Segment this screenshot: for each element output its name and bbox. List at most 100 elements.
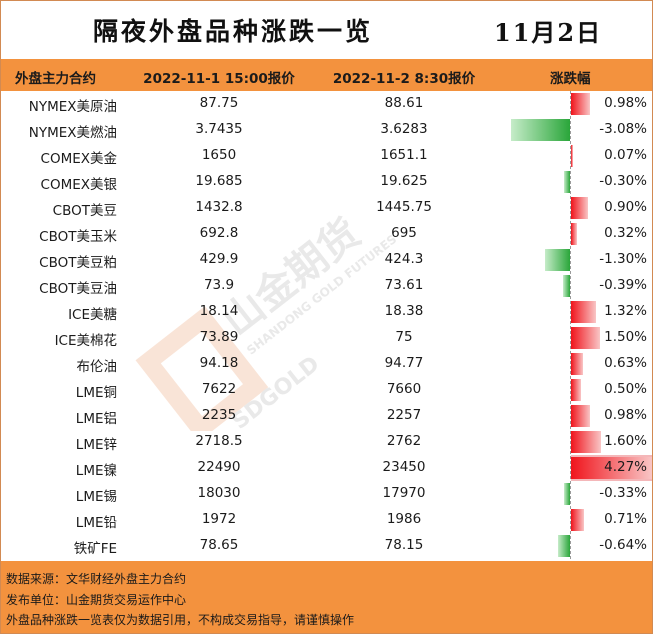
change-zero-axis bbox=[570, 91, 572, 559]
change-bar-up bbox=[571, 197, 589, 219]
contract-name: CBOT美豆油 bbox=[39, 281, 117, 297]
change-percent: -3.08% bbox=[599, 121, 647, 137]
price-after: 1445.75 bbox=[376, 199, 432, 215]
change-bar-up bbox=[571, 327, 600, 349]
change-percent: -0.64% bbox=[599, 537, 647, 553]
contract-name: LME铝 bbox=[75, 411, 117, 427]
change-bar-down bbox=[545, 249, 570, 271]
table-row: LME镍 22490 23450 4.27% bbox=[1, 455, 653, 481]
change-percent: 1.32% bbox=[604, 303, 647, 319]
change-percent: 0.63% bbox=[604, 355, 647, 371]
change-bar-down bbox=[511, 119, 570, 141]
change-bar-up bbox=[571, 353, 583, 375]
change-bar-up bbox=[571, 223, 578, 245]
price-before: 73.9 bbox=[203, 277, 235, 293]
change-percent: 4.27% bbox=[604, 459, 647, 475]
price-after: 88.61 bbox=[384, 95, 424, 111]
contract-name: ICE美糖 bbox=[68, 307, 117, 323]
contract-name: LME镍 bbox=[75, 463, 117, 479]
change-bar-down bbox=[564, 171, 570, 193]
contract-name: CBOT美豆 bbox=[52, 203, 117, 219]
page-title: 隔夜外盘品种涨跌一览 bbox=[93, 17, 374, 46]
price-after: 75 bbox=[395, 329, 413, 345]
change-bar-up bbox=[571, 301, 597, 323]
table-row: CBOT美豆油 73.9 73.61 -0.39% bbox=[1, 273, 652, 299]
column-header-change: 涨跌幅 bbox=[550, 71, 591, 87]
contract-name: LME锡 bbox=[75, 489, 117, 505]
contract-name: 布伦油 bbox=[76, 359, 118, 375]
table-row: LME铝 2235 2257 0.98% bbox=[1, 403, 652, 429]
change-bar-up bbox=[571, 431, 602, 453]
footer-source: 数据来源：文华财经外盘主力合约 bbox=[6, 572, 187, 586]
column-header-price2: 2022-11-2 8:30报价 bbox=[332, 71, 476, 87]
data-table: NYMEX美原油 87.75 88.61 0.98% NYMEX美燃油 3.7435 3.6… bbox=[1, 91, 653, 559]
table-row: CBOT美豆粕 429.9 424.3 -1.30% bbox=[1, 247, 652, 273]
contract-name: LME锌 bbox=[75, 437, 117, 453]
price-after: 19.625 bbox=[380, 173, 428, 189]
price-before: 94.18 bbox=[199, 355, 239, 371]
price-after: 17970 bbox=[382, 485, 426, 501]
table-row: NYMEX美原油 87.75 88.61 0.98% bbox=[1, 91, 652, 117]
column-header-name: 外盘主力合约 bbox=[15, 71, 96, 87]
table-row: ICE美棉花 73.89 75 1.50% bbox=[1, 325, 652, 351]
price-before: 18.14 bbox=[199, 303, 239, 319]
change-percent: -0.30% bbox=[599, 173, 647, 189]
table-row: NYMEX美燃油 3.7435 3.6283 -3.08% bbox=[1, 117, 652, 143]
change-percent: 0.32% bbox=[604, 225, 647, 241]
price-after: 78.15 bbox=[384, 537, 424, 553]
change-percent: 0.50% bbox=[604, 381, 647, 397]
contract-name: CBOT美豆粕 bbox=[39, 255, 117, 271]
change-percent: 1.50% bbox=[604, 329, 647, 345]
price-after: 424.3 bbox=[384, 251, 424, 267]
price-before: 692.8 bbox=[199, 225, 239, 241]
change-percent: -0.33% bbox=[599, 485, 647, 501]
change-percent: 0.98% bbox=[604, 95, 647, 111]
table-row: ICE美糖 18.14 18.38 1.32% bbox=[1, 299, 652, 325]
table-row: CBOT美豆 1432.8 1445.75 0.90% bbox=[1, 195, 652, 221]
price-after: 3.6283 bbox=[380, 121, 428, 137]
price-before: 87.75 bbox=[199, 95, 239, 111]
price-after: 2762 bbox=[386, 433, 422, 449]
report-date: 11月2日 bbox=[494, 18, 603, 47]
price-before: 1650 bbox=[201, 147, 237, 163]
change-bar-up bbox=[571, 145, 573, 167]
change-bar-up bbox=[571, 93, 590, 115]
price-after: 94.77 bbox=[384, 355, 424, 371]
price-before: 2718.5 bbox=[195, 433, 243, 449]
table-row: CBOT美玉米 692.8 695 0.32% bbox=[1, 221, 652, 247]
change-bar-down bbox=[563, 483, 570, 505]
change-percent: 1.60% bbox=[604, 433, 647, 449]
price-before: 78.65 bbox=[199, 537, 239, 553]
price-after: 23450 bbox=[382, 459, 426, 475]
contract-name: CBOT美玉米 bbox=[39, 229, 117, 245]
header: 隔夜外盘品种涨跌一览 11月2日 bbox=[1, 1, 652, 59]
price-after: 1651.1 bbox=[380, 147, 428, 163]
table-row: LME锡 18030 17970 -0.33% bbox=[1, 481, 652, 507]
price-after: 7660 bbox=[386, 381, 422, 397]
contract-name: 铁矿FE bbox=[73, 541, 117, 557]
price-before: 429.9 bbox=[199, 251, 239, 267]
table-row: LME铅 1972 1986 0.71% bbox=[1, 507, 652, 533]
price-before: 7622 bbox=[201, 381, 237, 397]
change-percent: -0.39% bbox=[599, 277, 647, 293]
contract-name: NYMEX美燃油 bbox=[28, 125, 117, 141]
change-percent: 0.98% bbox=[604, 407, 647, 423]
price-after: 73.61 bbox=[384, 277, 424, 293]
contract-name: LME铜 bbox=[75, 385, 117, 401]
contract-name: ICE美棉花 bbox=[54, 333, 117, 349]
change-bar-up bbox=[571, 457, 653, 479]
footer: 数据来源：文华财经外盘主力合约 发布单位：山金期货交易运作中心 外盘品种涨跌一览… bbox=[1, 561, 652, 633]
change-bar-up bbox=[571, 509, 585, 531]
price-before: 1432.8 bbox=[195, 199, 243, 215]
table-row: COMEX美银 19.685 19.625 -0.30% bbox=[1, 169, 652, 195]
price-before: 2235 bbox=[201, 407, 237, 423]
price-before: 3.7435 bbox=[195, 121, 243, 137]
table-row: LME锌 2718.5 2762 1.60% bbox=[1, 429, 652, 455]
price-after: 2257 bbox=[386, 407, 422, 423]
table-row: 铁矿FE 78.65 78.15 -0.64% bbox=[1, 533, 652, 559]
contract-name: COMEX美金 bbox=[40, 151, 117, 167]
change-bar-up bbox=[571, 379, 581, 401]
change-bar-up bbox=[571, 405, 590, 427]
table-row: COMEX美金 1650 1651.1 0.07% bbox=[1, 143, 652, 169]
